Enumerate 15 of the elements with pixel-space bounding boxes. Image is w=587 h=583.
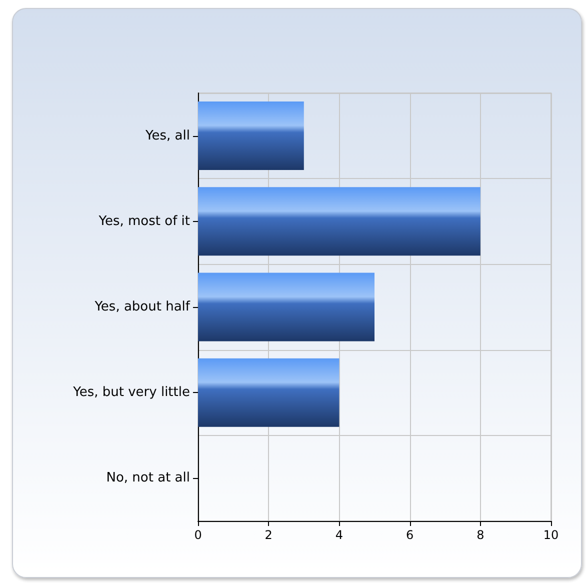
y-tick-label: Yes, all — [144, 128, 190, 144]
x-tick-label: 8 — [476, 528, 484, 542]
bar — [198, 187, 480, 256]
bar — [198, 102, 304, 170]
x-tick-label: 2 — [264, 528, 272, 542]
y-tick-label: Yes, about half — [94, 300, 190, 314]
bar — [198, 272, 374, 342]
x-tick-label: 0 — [194, 528, 202, 542]
y-tick-label: No, not at all — [106, 470, 190, 486]
x-tick-label: 10 — [543, 528, 559, 542]
y-tick-label: Yes, but very little — [72, 385, 190, 400]
x-tick-label: 6 — [406, 528, 414, 542]
y-tick-label: Yes, most of it — [98, 214, 190, 229]
x-tick-label: 4 — [335, 528, 344, 542]
bar — [198, 358, 340, 427]
